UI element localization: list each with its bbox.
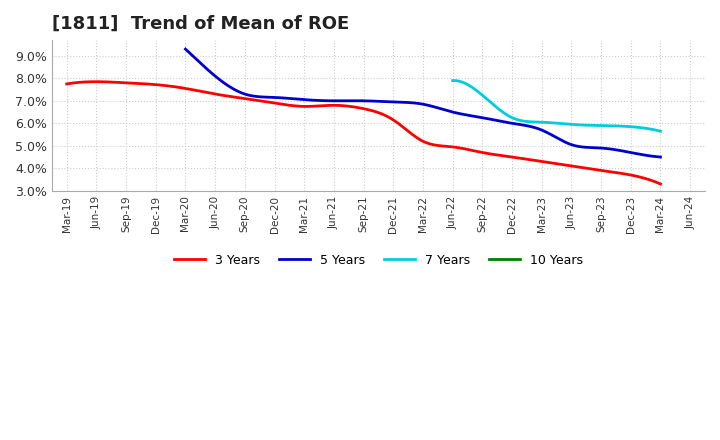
Text: [1811]  Trend of Mean of ROE: [1811] Trend of Mean of ROE [52,15,349,33]
Legend: 3 Years, 5 Years, 7 Years, 10 Years: 3 Years, 5 Years, 7 Years, 10 Years [168,249,588,272]
